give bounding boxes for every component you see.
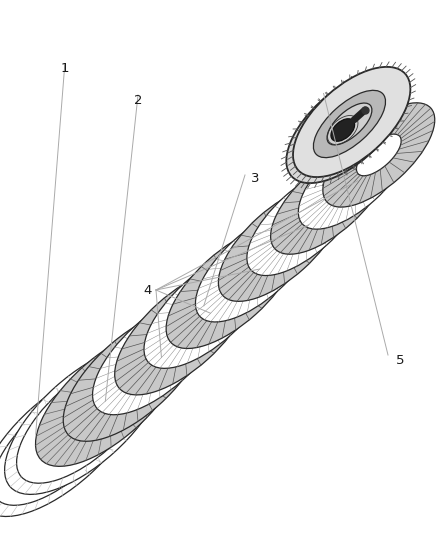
Ellipse shape — [144, 251, 270, 368]
Ellipse shape — [77, 368, 141, 427]
Ellipse shape — [334, 158, 374, 196]
Ellipse shape — [247, 167, 364, 276]
Ellipse shape — [17, 357, 152, 483]
Ellipse shape — [234, 245, 279, 286]
Ellipse shape — [63, 310, 204, 441]
Ellipse shape — [166, 227, 297, 349]
Ellipse shape — [205, 262, 259, 313]
Ellipse shape — [133, 330, 184, 377]
Text: 1: 1 — [61, 61, 69, 75]
Ellipse shape — [154, 305, 212, 358]
Ellipse shape — [195, 209, 317, 322]
Ellipse shape — [290, 74, 403, 179]
Ellipse shape — [183, 287, 231, 332]
Text: 4: 4 — [144, 284, 152, 296]
Ellipse shape — [115, 268, 251, 395]
Ellipse shape — [293, 67, 410, 177]
Ellipse shape — [357, 134, 401, 176]
Ellipse shape — [255, 220, 306, 267]
Ellipse shape — [292, 72, 405, 177]
Ellipse shape — [298, 125, 410, 229]
Ellipse shape — [306, 177, 354, 221]
Ellipse shape — [0, 378, 128, 505]
Ellipse shape — [0, 368, 140, 516]
Text: 2: 2 — [134, 93, 142, 107]
Ellipse shape — [294, 70, 407, 176]
Ellipse shape — [331, 119, 355, 141]
Text: 5: 5 — [396, 353, 404, 367]
Ellipse shape — [4, 345, 164, 495]
Ellipse shape — [271, 144, 389, 254]
Ellipse shape — [284, 201, 327, 241]
Ellipse shape — [327, 103, 372, 145]
Ellipse shape — [323, 103, 435, 207]
Ellipse shape — [219, 185, 343, 301]
Ellipse shape — [35, 329, 183, 466]
Ellipse shape — [103, 348, 164, 404]
Text: 3: 3 — [251, 172, 259, 184]
Ellipse shape — [92, 293, 224, 415]
Ellipse shape — [286, 73, 404, 183]
Ellipse shape — [313, 90, 385, 158]
